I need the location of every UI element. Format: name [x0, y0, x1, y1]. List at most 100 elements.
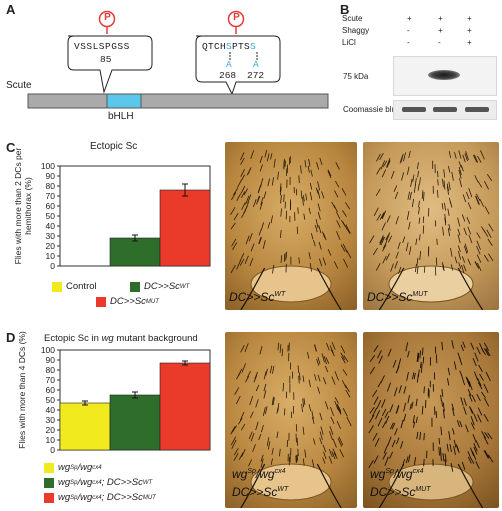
bristle — [441, 203, 444, 210]
row-licl: LiCl - - + — [342, 38, 472, 47]
bristle — [446, 183, 449, 192]
bristle — [442, 453, 445, 462]
bristle — [385, 253, 390, 261]
scute-label: Scute — [6, 80, 32, 91]
bristle — [457, 245, 461, 253]
panel-a-letter: A — [6, 2, 16, 17]
bristle — [402, 236, 406, 243]
chart-c-ytick-label: 40 — [46, 221, 56, 231]
bristle — [280, 186, 282, 196]
bristle — [373, 396, 379, 405]
bristle — [255, 384, 260, 392]
kda-label: 75 kDa — [343, 72, 369, 81]
bristle — [447, 378, 450, 386]
bristle — [417, 184, 420, 191]
bristle — [283, 158, 285, 168]
bristle — [336, 405, 342, 414]
bristle — [323, 451, 327, 460]
bristle — [331, 451, 336, 460]
chart-c-ytick-label: 20 — [46, 241, 56, 251]
bristle — [448, 166, 451, 173]
bristle — [470, 416, 475, 426]
bristle — [395, 365, 400, 374]
bristle — [468, 187, 473, 198]
bristle — [472, 434, 477, 443]
bristle — [368, 425, 374, 434]
bristle — [458, 161, 462, 168]
bristle — [233, 187, 239, 196]
bristle — [448, 151, 452, 158]
bristle — [417, 353, 420, 362]
bristle — [477, 377, 482, 387]
bristle — [328, 456, 333, 464]
bristle — [477, 155, 482, 163]
bristle — [230, 222, 236, 230]
bristle — [463, 398, 467, 407]
row-shaggy: Shaggy - + + — [342, 26, 472, 35]
bristle — [467, 258, 472, 266]
bristle — [298, 257, 300, 264]
bristle — [453, 445, 456, 455]
bristle — [337, 438, 343, 447]
bristle — [422, 356, 425, 364]
bristle — [407, 454, 411, 463]
bristle — [237, 417, 243, 425]
bristle — [419, 177, 421, 185]
bristle — [474, 352, 479, 362]
bristle — [484, 432, 490, 439]
bristle — [341, 380, 347, 389]
western-header: Scute + + + Shaggy - + + LiCl - - + — [335, 14, 500, 50]
bristle — [264, 406, 268, 415]
bristle — [319, 258, 323, 267]
bristle — [312, 438, 316, 445]
bristle — [403, 413, 407, 422]
bristle — [412, 415, 415, 424]
thorax-bristles-c2 — [369, 150, 494, 310]
bristle — [247, 194, 252, 204]
bristle — [406, 211, 410, 220]
bristle — [240, 169, 245, 177]
bristle — [313, 239, 316, 247]
bristle — [467, 451, 472, 459]
bristle — [317, 203, 321, 212]
bristle — [343, 355, 349, 363]
bristle — [340, 345, 346, 354]
bristle — [329, 345, 334, 353]
bristle — [277, 402, 280, 412]
bristle — [415, 416, 418, 423]
bristle — [442, 409, 445, 419]
bristle — [369, 354, 376, 362]
bristle — [345, 224, 351, 234]
bristle — [263, 371, 267, 380]
bristle — [393, 185, 398, 192]
bristle — [379, 235, 384, 244]
bristle — [442, 178, 444, 188]
thorax-bristles-d2 — [368, 340, 494, 508]
chart-c-ytick-label: 10 — [46, 251, 56, 261]
bristle — [409, 191, 412, 201]
bristle — [392, 359, 397, 368]
bristle — [301, 403, 303, 413]
bristle — [382, 240, 388, 249]
bristle — [418, 207, 420, 215]
bristle — [371, 407, 378, 417]
bristle — [331, 342, 336, 350]
bristle — [249, 258, 254, 267]
bristle — [273, 159, 276, 168]
bristle — [250, 150, 255, 160]
legend-d-2: wg Sp/wg cx4; DC>>Sc WT — [44, 477, 152, 488]
bristle — [389, 404, 394, 413]
bristle — [411, 198, 415, 208]
bristle — [452, 408, 455, 417]
bristle — [488, 223, 494, 232]
bristle — [378, 355, 383, 364]
macrochaeta — [457, 463, 484, 508]
bristle — [276, 431, 279, 439]
bristle — [257, 195, 261, 203]
bristle — [310, 233, 314, 240]
bristle — [258, 237, 262, 244]
bristle — [331, 201, 336, 209]
bristle — [476, 346, 481, 355]
bristle — [408, 246, 412, 255]
